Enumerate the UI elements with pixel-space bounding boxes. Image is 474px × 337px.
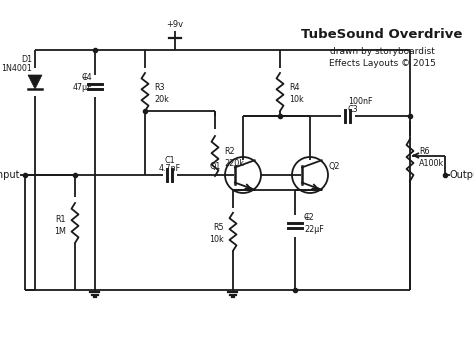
Text: Effects Layouts © 2015: Effects Layouts © 2015	[328, 60, 436, 68]
Text: Output: Output	[450, 170, 474, 180]
Text: 10k: 10k	[289, 95, 304, 104]
Text: 10k: 10k	[209, 235, 224, 244]
Text: Q2: Q2	[329, 161, 340, 171]
Text: R1: R1	[55, 214, 66, 223]
Text: 1M: 1M	[54, 226, 66, 236]
Text: 47μF: 47μF	[73, 84, 92, 92]
Text: R5: R5	[213, 223, 224, 232]
Text: R6: R6	[419, 147, 429, 155]
Text: D1: D1	[21, 55, 32, 64]
Text: C1: C1	[164, 156, 175, 165]
Text: C2: C2	[304, 213, 315, 222]
Text: TubeSound Overdrive: TubeSound Overdrive	[301, 29, 463, 41]
Text: +: +	[303, 213, 309, 222]
Text: 220k: 220k	[224, 158, 244, 167]
Text: Q1: Q1	[210, 161, 221, 171]
Text: drawn by storyboardist: drawn by storyboardist	[329, 48, 435, 57]
Text: C4: C4	[82, 73, 92, 83]
Text: R2: R2	[224, 147, 235, 155]
Text: +9v: +9v	[166, 20, 183, 29]
Text: +: +	[81, 73, 87, 83]
Text: R3: R3	[154, 84, 164, 92]
Text: A100k: A100k	[419, 158, 444, 167]
Text: 100nF: 100nF	[348, 97, 373, 106]
Polygon shape	[28, 75, 42, 89]
Text: R4: R4	[289, 84, 300, 92]
Text: C3: C3	[348, 105, 359, 114]
Text: 4.7nF: 4.7nF	[159, 164, 181, 173]
Text: 22μF: 22μF	[304, 225, 324, 234]
Text: Input: Input	[0, 170, 20, 180]
Text: 20k: 20k	[154, 95, 169, 104]
Text: 1N4001: 1N4001	[1, 64, 32, 73]
